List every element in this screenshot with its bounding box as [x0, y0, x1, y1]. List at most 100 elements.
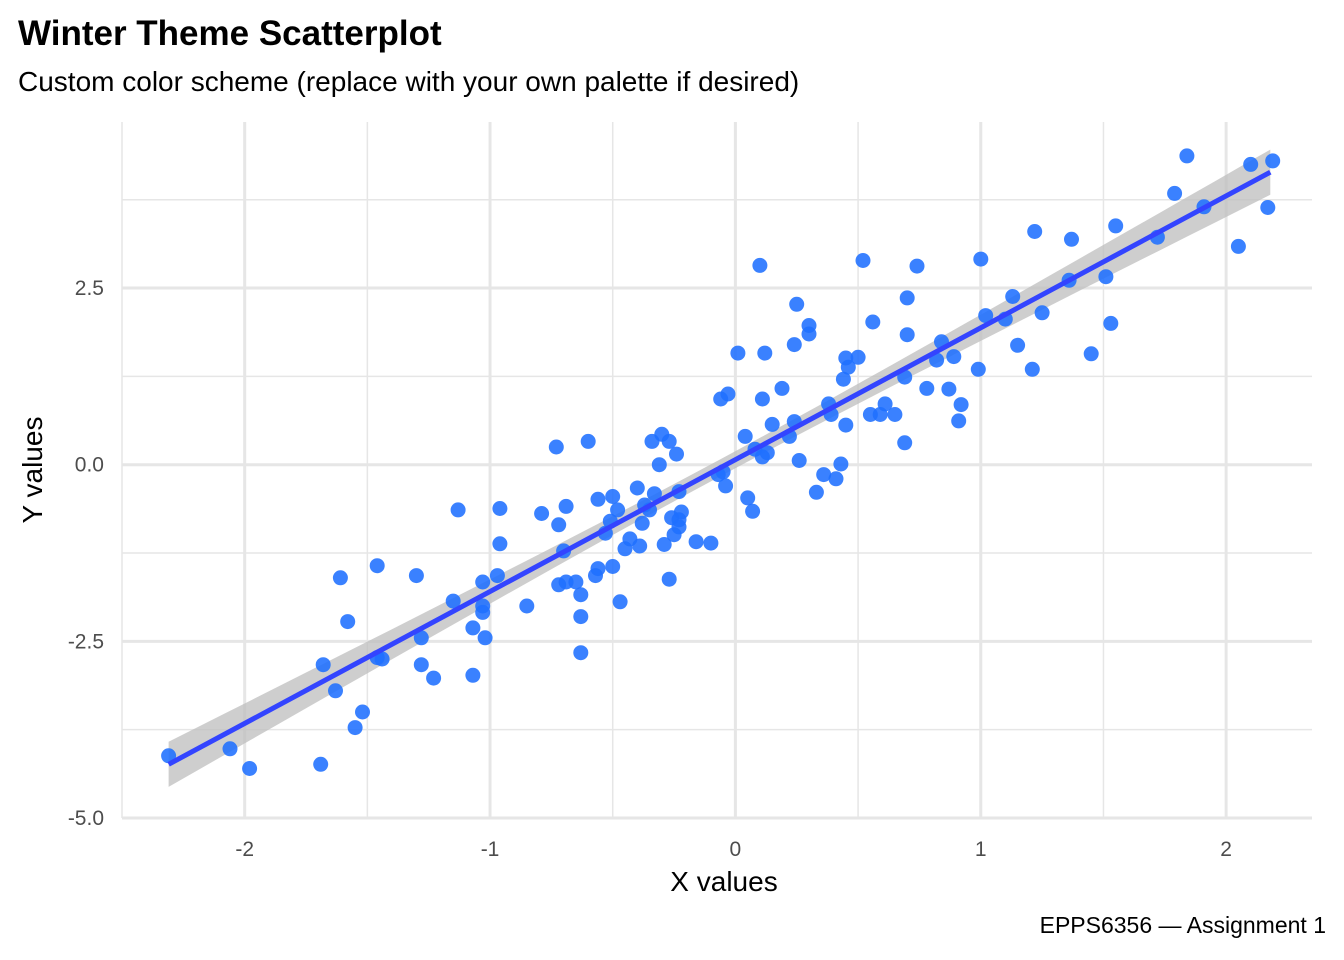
data-point — [450, 502, 466, 518]
data-point — [492, 536, 508, 552]
data-point — [789, 296, 805, 312]
data-point — [1108, 218, 1124, 234]
x-tick-label: -1 — [481, 838, 500, 861]
data-point — [887, 407, 903, 422]
data-point — [332, 570, 348, 586]
data-point — [752, 257, 768, 273]
data-point — [629, 480, 645, 496]
data-point — [816, 467, 832, 483]
data-point — [242, 761, 258, 776]
data-point — [899, 327, 915, 343]
trend-line — [167, 169, 1272, 767]
y-tick-label: 2.5 — [75, 277, 104, 300]
data-point — [897, 435, 913, 451]
data-point — [899, 290, 915, 306]
data-point — [347, 720, 363, 736]
data-point — [551, 517, 567, 533]
data-point — [855, 253, 871, 268]
data-point — [661, 433, 677, 449]
data-point — [573, 609, 589, 625]
data-point — [580, 433, 596, 449]
data-point — [492, 501, 508, 516]
data-point — [590, 491, 606, 507]
data-point — [833, 456, 849, 472]
data-point — [313, 756, 329, 772]
data-point — [374, 651, 390, 667]
data-point — [340, 614, 356, 630]
data-point — [519, 598, 535, 614]
data-point — [1103, 315, 1119, 331]
data-point — [757, 345, 773, 361]
data-point — [951, 413, 967, 429]
data-point — [718, 478, 734, 494]
data-point — [1010, 337, 1026, 353]
data-point — [774, 380, 790, 396]
data-point — [534, 506, 550, 521]
data-point — [328, 683, 343, 699]
data-point — [688, 534, 704, 550]
data-point — [558, 498, 574, 514]
data-point — [730, 345, 746, 361]
data-point — [634, 515, 650, 531]
data-point — [475, 574, 491, 590]
data-point — [740, 490, 756, 506]
data-point — [1083, 346, 1099, 362]
data-point — [1260, 200, 1276, 215]
data-point — [489, 568, 505, 584]
data-point — [646, 486, 662, 502]
x-tick-label: -2 — [235, 838, 254, 861]
data-point — [315, 657, 331, 673]
y-tick-labels: -5.0 -2.5 0.0 2.5 — [68, 277, 104, 830]
data-point — [978, 308, 994, 324]
chart-subtitle: Custom color scheme (replace with your o… — [18, 66, 800, 97]
data-point — [612, 594, 628, 610]
data-point — [1230, 238, 1246, 254]
trend-line-layer — [167, 169, 1272, 767]
data-point — [656, 537, 672, 552]
data-point — [946, 349, 962, 365]
data-point — [605, 559, 621, 574]
data-point — [909, 258, 925, 274]
data-point — [408, 568, 424, 584]
x-tick-labels: -2 -1 0 1 2 — [235, 838, 1232, 861]
data-point — [764, 416, 780, 432]
data-point — [632, 538, 648, 554]
data-point — [840, 359, 856, 375]
data-point — [919, 380, 935, 396]
data-point — [838, 417, 854, 433]
data-point — [877, 396, 893, 412]
data-point — [754, 391, 770, 407]
data-point — [737, 428, 753, 444]
data-point — [605, 489, 621, 504]
data-point — [568, 574, 584, 590]
y-tick-label: -5.0 — [68, 807, 104, 830]
data-point — [1005, 289, 1021, 304]
data-point — [1064, 231, 1079, 247]
x-tick-label: 2 — [1220, 838, 1232, 861]
data-point — [835, 371, 851, 387]
data-point — [953, 397, 969, 413]
data-point — [475, 604, 491, 620]
y-axis-label: Y values — [17, 417, 48, 524]
data-point — [413, 657, 429, 673]
data-point — [828, 471, 844, 487]
data-point — [970, 361, 986, 377]
data-point — [673, 504, 689, 520]
data-point — [759, 445, 775, 461]
x-tick-label: 0 — [730, 838, 742, 861]
data-point — [973, 251, 989, 267]
data-point — [573, 587, 589, 603]
data-point — [355, 704, 370, 720]
data-point — [703, 535, 719, 551]
data-point — [1265, 153, 1281, 169]
data-point — [791, 453, 807, 468]
data-point — [786, 337, 802, 353]
data-point — [850, 349, 866, 365]
data-point — [669, 446, 684, 462]
data-point — [222, 741, 238, 757]
data-point — [1027, 224, 1043, 239]
data-point — [1024, 361, 1040, 377]
data-point — [426, 670, 442, 686]
data-point — [548, 439, 564, 455]
